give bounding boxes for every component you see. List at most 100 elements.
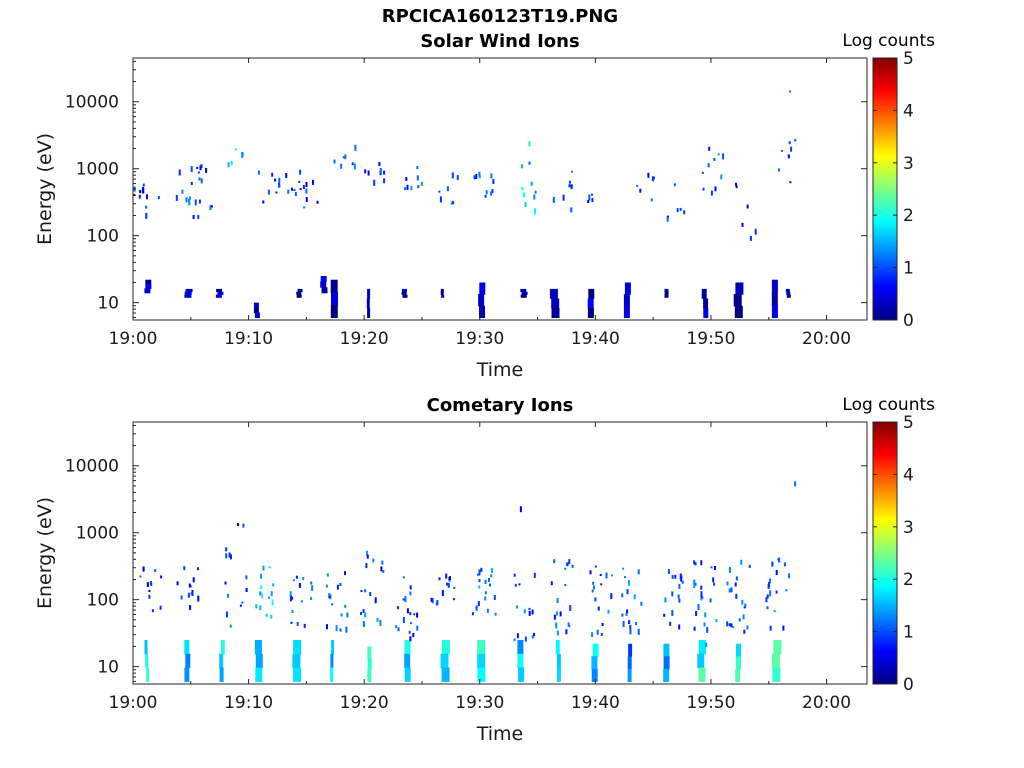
data-cell xyxy=(635,622,638,626)
data-cell xyxy=(259,605,262,611)
data-cell xyxy=(730,623,733,628)
x-axis-label: Time xyxy=(476,723,524,745)
data-strip xyxy=(184,667,190,682)
data-cell xyxy=(439,196,442,203)
data-strip xyxy=(144,640,148,655)
data-cell xyxy=(726,581,729,586)
data-strip xyxy=(517,653,524,669)
data-cell xyxy=(362,609,365,613)
data-cell xyxy=(378,162,381,166)
data-cell xyxy=(478,579,481,583)
data-cell xyxy=(570,207,573,213)
data-cell xyxy=(473,175,476,180)
data-cell xyxy=(556,598,559,603)
data-strip xyxy=(479,305,485,318)
data-strip xyxy=(145,279,152,285)
data-cell xyxy=(259,591,262,596)
data-strip xyxy=(556,667,561,682)
data-cell xyxy=(366,554,369,559)
data-cell xyxy=(717,153,720,156)
data-cell xyxy=(676,208,679,213)
data-strip xyxy=(216,288,223,293)
data-cell xyxy=(241,151,244,158)
data-cell xyxy=(629,629,632,635)
data-cell xyxy=(569,605,572,611)
data-cell xyxy=(766,594,769,599)
data-cell xyxy=(299,169,302,175)
data-cell xyxy=(728,567,731,573)
data-cell xyxy=(188,583,191,588)
data-cell xyxy=(364,612,367,618)
data-cell xyxy=(710,190,713,196)
data-cell xyxy=(278,177,281,183)
data-cell xyxy=(593,585,596,590)
data-cell xyxy=(794,481,797,487)
data-cell xyxy=(564,567,567,570)
colorbar-tick-label: 2 xyxy=(903,570,914,590)
data-cell xyxy=(533,632,535,636)
data-cell xyxy=(591,193,593,196)
data-strip xyxy=(478,294,485,307)
data-cell xyxy=(200,164,203,169)
data-cell xyxy=(340,163,343,169)
data-cell xyxy=(274,178,277,182)
data-cell xyxy=(713,157,716,161)
data-cell xyxy=(270,591,273,597)
data-strip xyxy=(402,294,408,298)
data-cell xyxy=(397,606,399,610)
data-cell xyxy=(229,624,232,628)
data-strip xyxy=(703,298,709,309)
data-cell xyxy=(326,573,329,577)
data-cell xyxy=(209,205,212,210)
data-cell xyxy=(728,623,731,627)
data-cell xyxy=(406,608,409,614)
data-cell xyxy=(735,576,738,581)
colorbar-tick-label: 5 xyxy=(903,413,914,433)
data-cell xyxy=(722,153,725,160)
y-tick-label: 10000 xyxy=(65,93,119,113)
data-cell xyxy=(494,612,497,616)
data-cell xyxy=(781,149,783,152)
x-tick-label: 19:30 xyxy=(455,693,504,713)
data-cell xyxy=(637,569,640,575)
data-cell xyxy=(671,591,674,597)
data-cell xyxy=(707,163,710,168)
data-cell xyxy=(296,621,299,626)
data-cell xyxy=(521,187,524,190)
data-cell xyxy=(735,185,738,189)
data-strip xyxy=(521,291,528,295)
data-cell xyxy=(671,609,674,616)
data-cell xyxy=(588,194,591,201)
data-cell xyxy=(794,139,797,142)
colorbar-tick-label: 4 xyxy=(903,465,914,485)
data-strip xyxy=(441,294,445,298)
y-tick-label: 10000 xyxy=(65,457,119,477)
data-strip xyxy=(440,291,444,295)
data-cell xyxy=(416,166,419,170)
data-strip xyxy=(703,308,709,318)
data-strip xyxy=(144,288,151,294)
data-cell xyxy=(198,177,201,181)
data-cell xyxy=(592,581,595,585)
data-cell xyxy=(310,596,313,600)
data-cell xyxy=(478,171,481,177)
data-cell xyxy=(436,600,439,605)
data-strip xyxy=(698,667,706,682)
data-cell xyxy=(430,597,433,602)
data-strip xyxy=(184,294,192,298)
data-cell xyxy=(744,603,747,608)
data-strip xyxy=(297,288,303,293)
data-strip xyxy=(771,304,778,318)
data-cell xyxy=(475,174,478,179)
data-cell xyxy=(516,605,518,609)
data-strip xyxy=(771,292,778,306)
panel-title-cometary: Cometary Ions xyxy=(426,395,574,416)
data-cell xyxy=(291,187,293,191)
data-strip xyxy=(366,298,370,309)
data-strip xyxy=(320,276,327,283)
y-axis-label: Energy (eV) xyxy=(34,497,56,609)
data-strip xyxy=(441,667,450,682)
data-cell xyxy=(708,146,711,151)
data-cell xyxy=(790,146,793,152)
data-cell xyxy=(601,623,604,626)
